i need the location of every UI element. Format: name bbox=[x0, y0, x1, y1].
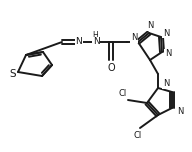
Text: H: H bbox=[92, 31, 98, 40]
Text: Cl: Cl bbox=[119, 90, 127, 98]
Text: N: N bbox=[163, 79, 169, 88]
Text: O: O bbox=[107, 63, 115, 73]
Text: N: N bbox=[131, 33, 137, 43]
Text: N: N bbox=[76, 36, 82, 45]
Text: N: N bbox=[177, 107, 183, 116]
Text: Cl: Cl bbox=[134, 131, 142, 140]
Text: N: N bbox=[93, 38, 99, 47]
Text: N: N bbox=[165, 50, 171, 59]
Text: N: N bbox=[147, 21, 153, 31]
Text: N: N bbox=[163, 29, 169, 38]
Text: S: S bbox=[10, 69, 16, 79]
